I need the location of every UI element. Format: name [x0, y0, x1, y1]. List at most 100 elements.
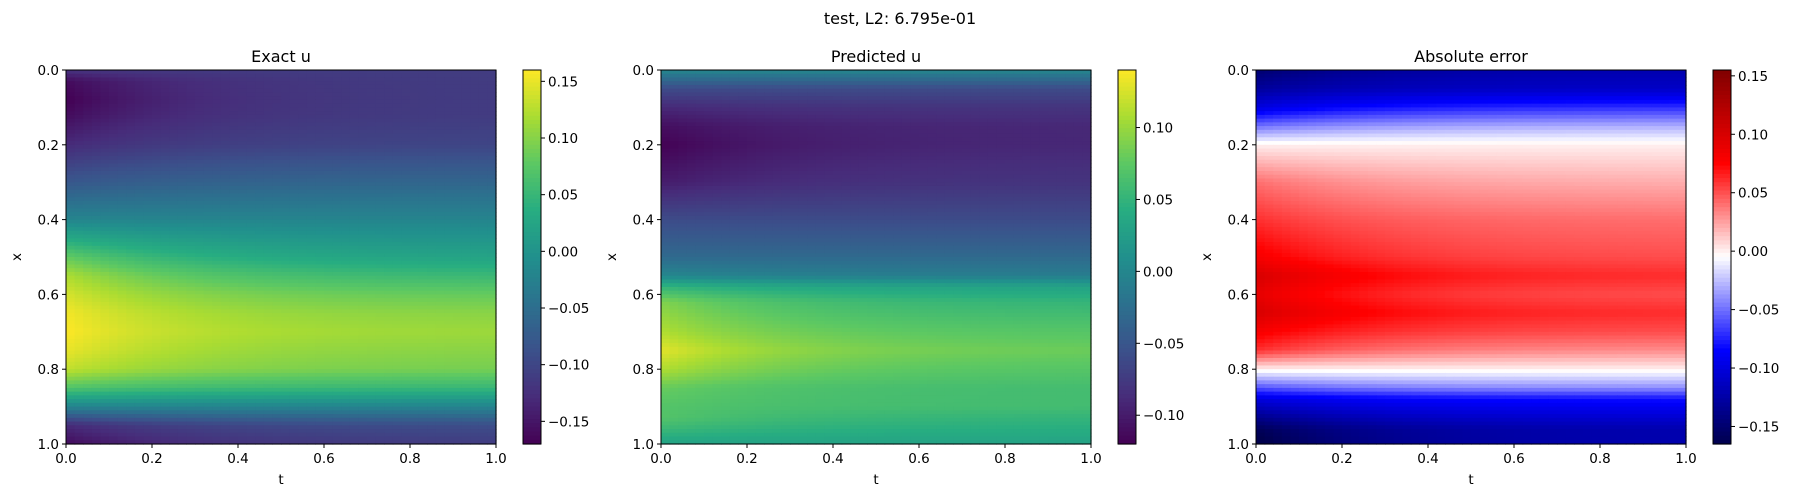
heatmap-cell [392, 395, 402, 400]
heatmap-cell [134, 350, 144, 355]
heatmap-cell [66, 305, 76, 310]
heatmap-cell [384, 384, 394, 389]
heatmap-cell [238, 96, 248, 101]
heatmap-cell [375, 73, 385, 79]
heatmap-cell [272, 88, 282, 94]
heatmap-cell [427, 324, 437, 329]
heatmap-cell [186, 227, 196, 232]
heatmap-cell [83, 167, 93, 172]
heatmap-cell [229, 432, 239, 438]
heatmap-cell [186, 253, 196, 258]
heatmap-cell [152, 414, 162, 419]
heatmap-cell [306, 167, 316, 172]
heatmap-cell [444, 129, 454, 135]
heatmap-cell [324, 357, 334, 363]
heatmap-cell [418, 156, 428, 161]
heatmap-cell [229, 245, 239, 251]
heatmap-cell [212, 305, 222, 310]
heatmap-cell [263, 137, 273, 142]
heatmap-cell [367, 81, 377, 86]
heatmap-cell [332, 354, 342, 359]
heatmap-cell [212, 88, 222, 94]
heatmap-cell [392, 425, 402, 430]
heatmap-cell [100, 219, 110, 224]
heatmap-cell [220, 148, 230, 153]
heatmap-cell [160, 268, 170, 273]
heatmap-cell [263, 324, 273, 329]
heatmap-cell [418, 208, 428, 213]
heatmap-cell [332, 148, 342, 153]
heatmap-cell [410, 111, 420, 116]
heatmap-cell [341, 384, 351, 389]
heatmap-cell [160, 391, 170, 396]
heatmap-cell [177, 103, 187, 108]
heatmap-cell [427, 260, 437, 266]
heatmap-cell [410, 193, 420, 198]
heatmap-cell [427, 126, 437, 131]
heatmap-cell [367, 298, 377, 303]
heatmap-cell [126, 335, 136, 340]
heatmap-cell [109, 331, 119, 337]
heatmap-cell [444, 141, 454, 146]
heatmap-cell [66, 238, 76, 243]
heatmap-cell [117, 77, 127, 82]
heatmap-cell [401, 92, 411, 97]
heatmap-cell [255, 432, 265, 438]
heatmap-cell [410, 163, 420, 168]
heatmap-cell [83, 84, 93, 90]
heatmap-cell [220, 167, 230, 172]
heatmap-cell [487, 77, 497, 82]
heatmap-cell [212, 436, 222, 441]
heatmap-cell [74, 432, 84, 438]
heatmap-cell [315, 111, 325, 116]
heatmap-cell [177, 357, 187, 363]
heatmap-cell [255, 313, 265, 318]
heatmap-cell [177, 328, 187, 333]
heatmap-cell [195, 223, 205, 228]
heatmap-cell [427, 118, 437, 123]
heatmap-cell [341, 114, 351, 120]
heatmap-cell [427, 170, 437, 176]
heatmap-cell [66, 107, 76, 112]
heatmap-cell [461, 357, 471, 363]
heatmap-cell [341, 144, 351, 150]
heatmap-cell [83, 163, 93, 168]
heatmap-cell [195, 193, 205, 198]
heatmap-cell [349, 185, 359, 191]
heatmap-cell [470, 96, 480, 101]
heatmap-cell [461, 118, 471, 123]
heatmap-cell [74, 227, 84, 232]
heatmap-cell [195, 148, 205, 153]
heatmap-cell [427, 193, 437, 198]
heatmap-cell [229, 391, 239, 396]
heatmap-cell [169, 429, 179, 434]
heatmap-cell [246, 324, 256, 329]
heatmap-cell [418, 406, 428, 411]
heatmap-cell [384, 73, 394, 79]
heatmap-cell [74, 215, 84, 221]
heatmap-cell [177, 372, 187, 378]
heatmap-cell [281, 395, 291, 400]
heatmap-cell [418, 70, 428, 75]
heatmap-cell [109, 77, 119, 82]
heatmap-cell [134, 238, 144, 243]
heatmap-cell [117, 129, 127, 135]
heatmap-cell [298, 204, 308, 209]
heatmap-cell [160, 193, 170, 198]
heatmap-cell [177, 283, 187, 288]
heatmap-cell [126, 249, 136, 254]
heatmap-cell [470, 432, 480, 438]
heatmap-cell [66, 290, 76, 295]
heatmap-cell [83, 81, 93, 86]
heatmap-cell [358, 328, 368, 333]
heatmap-cell [195, 290, 205, 295]
heatmap-cell [315, 167, 325, 172]
heatmap-cell [435, 129, 445, 135]
heatmap-cell [117, 185, 127, 191]
heatmap-cell [375, 96, 385, 101]
heatmap-cell [263, 328, 273, 333]
heatmap-cell [444, 286, 454, 292]
heatmap-cell [478, 92, 488, 97]
heatmap-cell [143, 316, 153, 322]
heatmap-cell [435, 298, 445, 303]
